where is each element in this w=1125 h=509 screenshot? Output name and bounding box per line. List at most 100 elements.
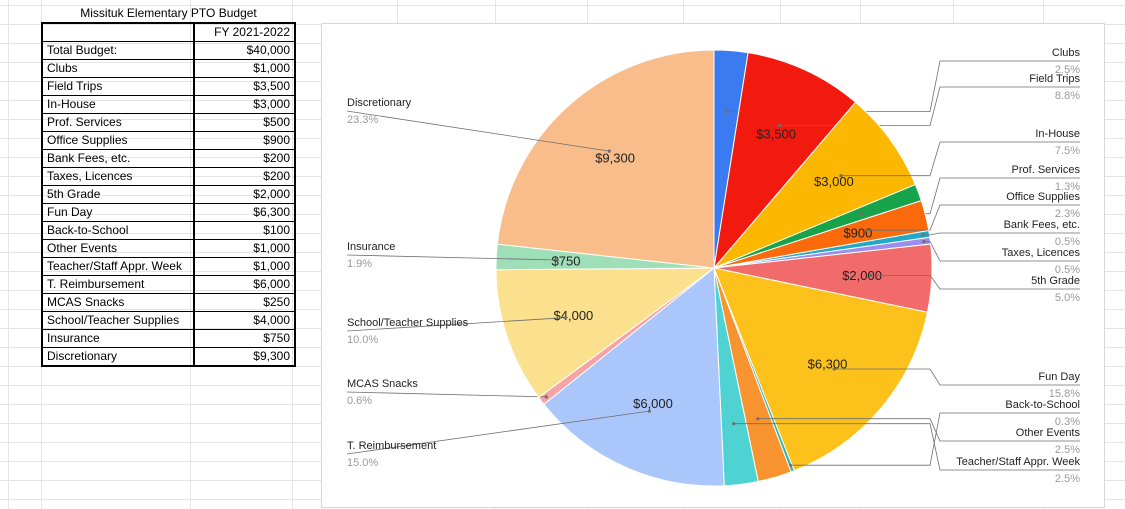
slice-name-label: Insurance — [347, 241, 395, 253]
slice-name-label: T. Reimbursement — [347, 440, 436, 452]
pie-chart-panel[interactable]: Clubs 2.5% $3,500 Field Trips 8.8% $3,000 In-H… — [321, 23, 1105, 508]
slice-value-label: $900 — [843, 225, 872, 240]
row-value-cell[interactable]: $2,000 — [193, 185, 296, 204]
row-label-cell[interactable]: MCAS Snacks — [41, 293, 195, 312]
slice-name-label: Discretionary — [347, 97, 412, 109]
slice-percent-label: 2.5% — [1055, 473, 1080, 485]
pie-slice[interactable] — [496, 49, 715, 269]
row-value-cell[interactable]: $500 — [193, 113, 296, 132]
pie-slice[interactable] — [495, 267, 716, 399]
slice-percent-label: 5.0% — [1055, 292, 1080, 304]
leader-line — [841, 141, 1080, 177]
row-value-cell[interactable]: $200 — [193, 167, 296, 186]
slice-name-label: School/Teacher Supplies — [347, 317, 469, 329]
row-label-cell[interactable]: Fun Day — [41, 203, 195, 222]
row-label-cell[interactable]: School/Teacher Supplies — [41, 311, 195, 330]
total-value-cell[interactable]: $40,000 — [193, 41, 296, 60]
leader-line — [870, 274, 1080, 290]
pie-slice[interactable] — [713, 267, 929, 472]
row-value-cell[interactable]: $9,300 — [193, 347, 296, 367]
leader-dot — [864, 228, 868, 232]
row-value-cell[interactable]: $3,500 — [193, 77, 296, 96]
row-label-cell[interactable]: In-House — [41, 95, 195, 114]
table-row: Clubs $1,000 — [41, 59, 296, 78]
table-row: Teacher/Staff Appr. Week $1,000 — [41, 257, 296, 276]
slice-percent-label: 2.5% — [1055, 64, 1080, 76]
table-row: Other Events $1,000 — [41, 239, 296, 258]
slice-name-label: Fun Day — [1038, 371, 1080, 383]
row-label-cell[interactable]: Prof. Services — [41, 113, 195, 132]
slice-percent-label: 23.3% — [347, 114, 378, 126]
row-label-cell[interactable]: Back-to-School — [41, 221, 195, 240]
leader-dot — [563, 316, 567, 320]
leader-dot — [778, 123, 782, 128]
slice-percent-label: 1.3% — [1055, 181, 1080, 193]
table-row: School/Teacher Supplies $4,000 — [41, 311, 296, 330]
budget-rows: Clubs $1,000 Field Trips $3,500 In-House $3,0… — [41, 59, 296, 367]
leader-line — [757, 418, 1080, 442]
row-value-cell[interactable]: $250 — [193, 293, 296, 312]
row-value-cell[interactable]: $1,000 — [193, 239, 296, 258]
fy-header-cell[interactable]: FY 2021-2022 — [193, 22, 296, 42]
slice-name-label: Bank Fees, etc. — [1004, 219, 1080, 231]
leader-dot — [756, 417, 760, 421]
table-row: T. Reimbursement $6,000 — [41, 275, 296, 294]
table-row: Prof. Services $500 — [41, 113, 296, 132]
row-label-cell[interactable]: Discretionary — [41, 347, 195, 367]
row-label-cell[interactable]: Insurance — [41, 329, 195, 348]
table-row: Fun Day $6,300 — [41, 203, 296, 222]
row-value-cell[interactable]: $6,300 — [193, 203, 296, 222]
row-label-cell[interactable]: Office Supplies — [41, 131, 195, 150]
table-row: 5th Grade $2,000 — [41, 185, 296, 204]
slice-value-label: $6,000 — [633, 396, 673, 411]
row-value-cell[interactable]: $100 — [193, 221, 296, 240]
slice-percent-label: 8.8% — [1055, 90, 1080, 102]
row-value-cell[interactable]: $200 — [193, 149, 296, 168]
table-row: Discretionary $9,300 — [41, 347, 296, 367]
leader-dot — [922, 239, 926, 244]
slice-percent-label: 2.5% — [1055, 444, 1080, 456]
pie-slice[interactable] — [713, 52, 857, 270]
row-value-cell[interactable]: $6,000 — [193, 275, 296, 294]
leader-line — [346, 317, 566, 332]
budget-table: Missituk Elementary PTO Budget FY 2021-2… — [41, 5, 296, 367]
row-value-cell[interactable]: $750 — [193, 329, 296, 348]
row-value-cell[interactable]: $1,000 — [193, 257, 296, 276]
slice-value-label: $3,000 — [814, 174, 854, 189]
row-label-cell[interactable]: Other Events — [41, 239, 195, 258]
total-label-cell[interactable]: Total Budget: — [41, 41, 195, 60]
leader-dot — [839, 174, 843, 178]
row-value-cell[interactable]: $3,000 — [193, 95, 296, 114]
slice-value-label: $2,000 — [842, 268, 882, 283]
table-row: MCAS Snacks $250 — [41, 293, 296, 312]
row-label-cell[interactable]: Clubs — [41, 59, 195, 78]
leader-dot — [732, 422, 736, 426]
slice-name-label: Field Trips — [1029, 73, 1080, 85]
leader-dot — [832, 367, 836, 371]
row-value-cell[interactable]: $1,000 — [193, 59, 296, 78]
leader-dot — [544, 395, 548, 399]
slice-percent-label: 0.5% — [1055, 264, 1080, 276]
row-label-cell[interactable]: T. Reimbursement — [41, 275, 195, 294]
row-label-cell[interactable]: Taxes, Licences — [41, 167, 195, 186]
leader-line — [922, 232, 1080, 236]
empty-header-cell[interactable] — [41, 22, 195, 42]
leader-dot — [788, 463, 792, 467]
slice-percent-label: 10.0% — [347, 334, 378, 346]
row-label-cell[interactable]: Bank Fees, etc. — [41, 149, 195, 168]
table-row: Back-to-School $100 — [41, 221, 296, 240]
row-value-cell[interactable]: $4,000 — [193, 311, 296, 330]
leader-line — [346, 110, 610, 152]
pie-slice[interactable] — [543, 266, 725, 487]
table-title: Missituk Elementary PTO Budget — [80, 6, 257, 20]
row-label-cell[interactable]: Teacher/Staff Appr. Week — [41, 257, 195, 276]
row-label-cell[interactable]: 5th Grade — [41, 185, 195, 204]
leader-dot — [869, 273, 873, 277]
fy-header-row: FY 2021-2022 — [41, 22, 296, 42]
slice-name-label: Back-to-School — [1005, 399, 1080, 411]
slice-value-label: $750 — [552, 253, 581, 268]
pie-slice[interactable] — [713, 101, 917, 269]
row-label-cell[interactable]: Field Trips — [41, 77, 195, 96]
table-row: Taxes, Licences $200 — [41, 167, 296, 186]
row-value-cell[interactable]: $900 — [193, 131, 296, 150]
